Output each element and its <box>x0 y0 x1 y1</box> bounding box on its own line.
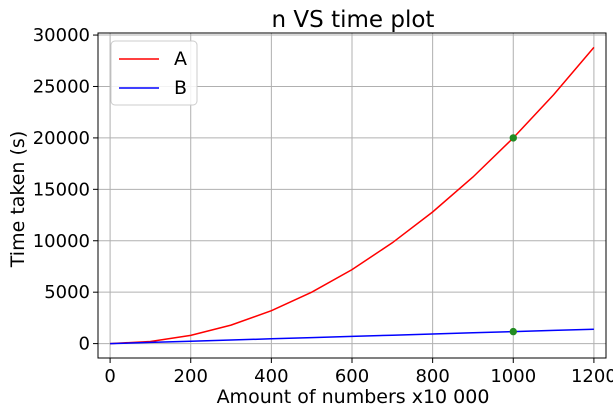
x-axis-label: Amount of numbers x10 000 <box>217 386 490 408</box>
x-tick-label: 0 <box>104 366 115 387</box>
legend-label-b: B <box>174 77 187 99</box>
highlight-point-0 <box>509 134 517 142</box>
grid <box>98 33 606 358</box>
highlight-point-1 <box>509 327 517 336</box>
y-axis-ticks: 0 5000 10000 15000 20000 25000 30000 <box>33 25 98 355</box>
y-tick-label: 30000 <box>33 25 90 46</box>
x-tick-label: 200 <box>174 366 208 387</box>
y-tick-label: 0 <box>79 334 90 355</box>
x-tick-label: 600 <box>335 366 369 387</box>
chart-title: n VS time plot <box>272 7 435 33</box>
x-tick-label: 1000 <box>490 366 536 387</box>
highlight-markers <box>509 134 517 336</box>
y-tick-label: 5000 <box>44 282 90 303</box>
legend-box <box>110 40 198 106</box>
legend-label-a: A <box>174 48 187 70</box>
y-axis-label: Time taken (s) <box>7 131 29 268</box>
y-tick-label: 15000 <box>33 179 90 200</box>
x-tick-label: 800 <box>415 366 449 387</box>
legend: A B <box>110 40 198 106</box>
y-tick-label: 10000 <box>33 231 90 252</box>
y-tick-label: 20000 <box>33 128 90 149</box>
x-tick-label: 400 <box>254 366 288 387</box>
x-axis-ticks: 0 200 400 600 800 1000 1200 <box>104 358 613 387</box>
y-tick-label: 25000 <box>33 76 90 97</box>
x-tick-label: 1200 <box>571 366 613 387</box>
